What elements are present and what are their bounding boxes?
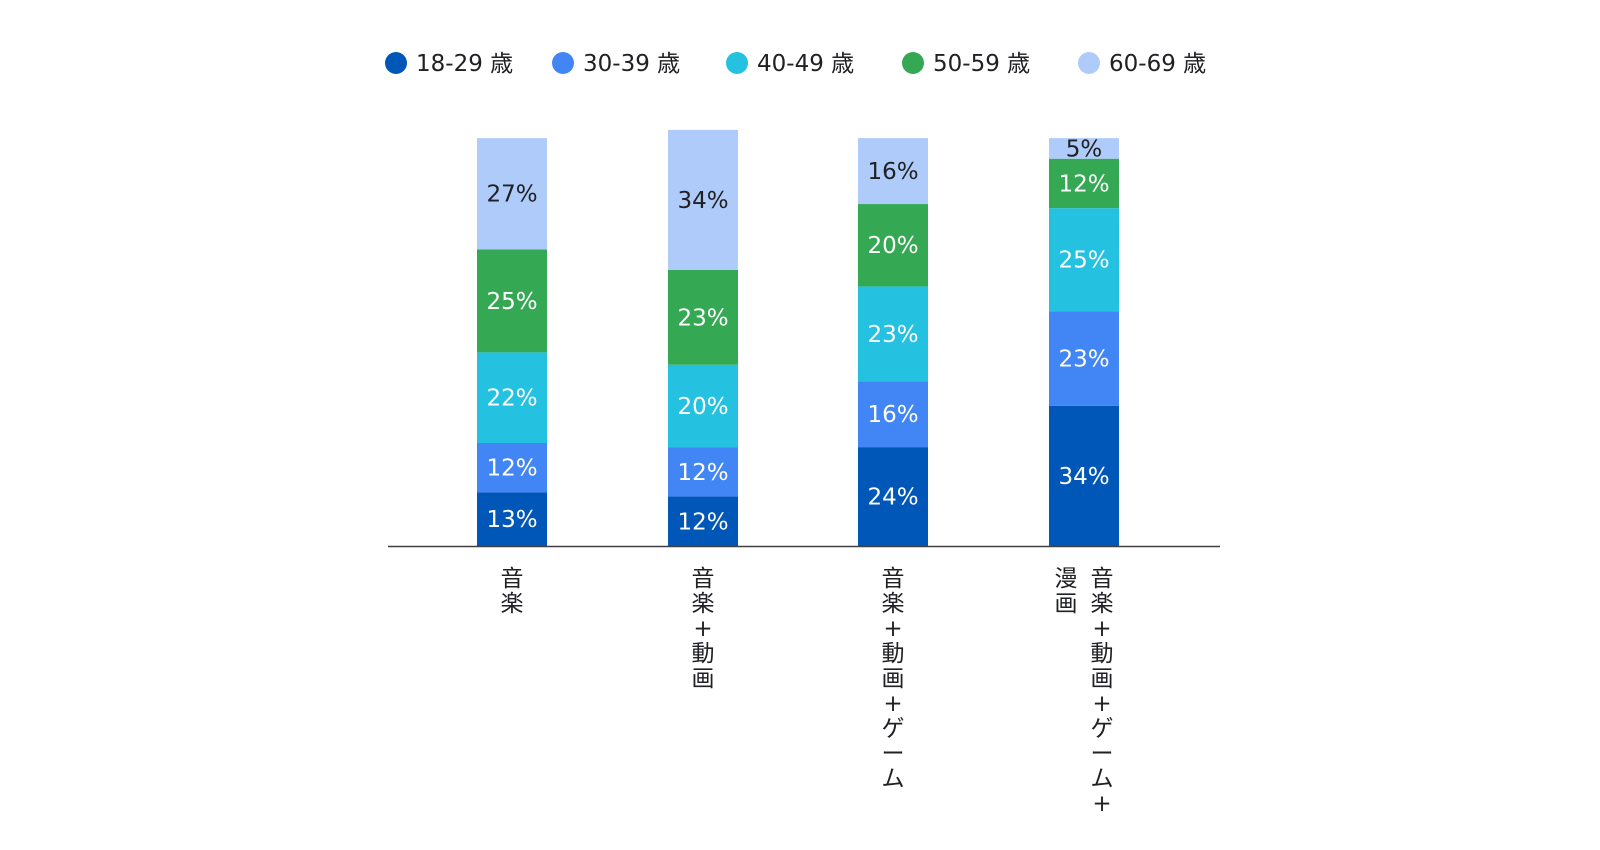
data-label: 12% xyxy=(677,509,728,535)
data-label: 16% xyxy=(867,159,918,185)
category-label-3: 音楽+動画+ゲーム xyxy=(882,566,905,792)
bar-stack-2: 12% 12% 20% 23% 34% xyxy=(668,129,738,546)
legend-marker xyxy=(385,52,407,74)
bar-segment[interactable] xyxy=(1049,311,1119,406)
bar-segment[interactable] xyxy=(477,352,547,443)
legend: 18-29 歳 30-39 歳 40-49 歳 50-59 歳 60-69 歳 xyxy=(385,51,1206,77)
bar-segment[interactable] xyxy=(668,364,738,448)
bar-segment[interactable] xyxy=(1049,405,1119,546)
data-label: 23% xyxy=(867,322,918,348)
data-label: 5% xyxy=(1066,136,1103,162)
bar-segment[interactable] xyxy=(668,269,738,365)
bar-segment[interactable] xyxy=(477,443,547,493)
bar-segment[interactable] xyxy=(477,138,547,250)
data-label: 12% xyxy=(486,456,537,482)
category-label-1: 音楽 xyxy=(501,566,524,617)
bar-stack-4: 34% 23% 25% 12% 5% xyxy=(1049,136,1119,546)
bar-segment[interactable] xyxy=(477,492,547,546)
data-label: 22% xyxy=(486,386,537,412)
category-label-2: 音楽+動画 xyxy=(692,566,715,692)
data-label: 27% xyxy=(486,182,537,208)
bar-segment[interactable] xyxy=(668,496,738,546)
data-label: 23% xyxy=(1058,347,1109,373)
bar-segment[interactable] xyxy=(1049,138,1119,159)
data-label: 25% xyxy=(1058,248,1109,274)
legend-item[interactable]: 30-39 歳 xyxy=(552,51,680,77)
legend-label: 40-49 歳 xyxy=(757,51,854,77)
data-label: 24% xyxy=(867,485,918,511)
data-label: 34% xyxy=(1058,464,1109,490)
bar-segment[interactable] xyxy=(858,138,928,205)
legend-label: 60-69 歳 xyxy=(1109,51,1206,77)
category-label-line: 音楽 xyxy=(501,566,524,617)
data-label: 25% xyxy=(486,289,537,315)
legend-item[interactable]: 40-49 歳 xyxy=(726,51,854,77)
data-label: 23% xyxy=(677,305,728,331)
bar-segment[interactable] xyxy=(668,447,738,497)
bar-segment[interactable] xyxy=(858,381,928,448)
data-label: 20% xyxy=(867,233,918,259)
legend-marker xyxy=(902,52,924,74)
data-label: 34% xyxy=(677,188,728,214)
data-label: 12% xyxy=(1058,171,1109,197)
bar-segment[interactable] xyxy=(858,286,928,382)
legend-label: 30-39 歳 xyxy=(583,51,680,77)
category-label-4: 音楽+動画+ゲーム+ 漫画 xyxy=(1055,566,1114,817)
bar-segment[interactable] xyxy=(858,204,928,287)
data-label: 16% xyxy=(867,402,918,428)
bar-segment[interactable] xyxy=(1049,158,1119,209)
bar-segment[interactable] xyxy=(858,447,928,546)
bar-segment[interactable] xyxy=(477,249,547,353)
legend-item[interactable]: 60-69 歳 xyxy=(1078,51,1206,77)
legend-marker xyxy=(552,52,574,74)
legend-label: 18-29 歳 xyxy=(416,51,513,77)
bar-segment[interactable] xyxy=(1049,208,1119,312)
category-label-line: 音楽+動画+ゲーム xyxy=(882,566,905,792)
category-label-line: 音楽+動画 xyxy=(692,566,715,692)
bar-stack-1: 13% 12% 22% 25% 27% xyxy=(477,138,547,546)
legend-item[interactable]: 50-59 歳 xyxy=(902,51,1030,77)
bar-stack-3: 24% 16% 23% 20% 16% xyxy=(858,138,928,546)
legend-label: 50-59 歳 xyxy=(933,51,1030,77)
data-label: 20% xyxy=(677,394,728,420)
legend-item[interactable]: 18-29 歳 xyxy=(385,51,513,77)
data-label: 13% xyxy=(486,507,537,533)
category-label-line: 漫画 xyxy=(1055,566,1078,617)
legend-marker xyxy=(726,52,748,74)
legend-marker xyxy=(1078,52,1100,74)
bar-segment[interactable] xyxy=(668,129,738,270)
category-label-line: 音楽+動画+ゲーム+ xyxy=(1091,566,1114,817)
data-label: 12% xyxy=(677,460,728,486)
